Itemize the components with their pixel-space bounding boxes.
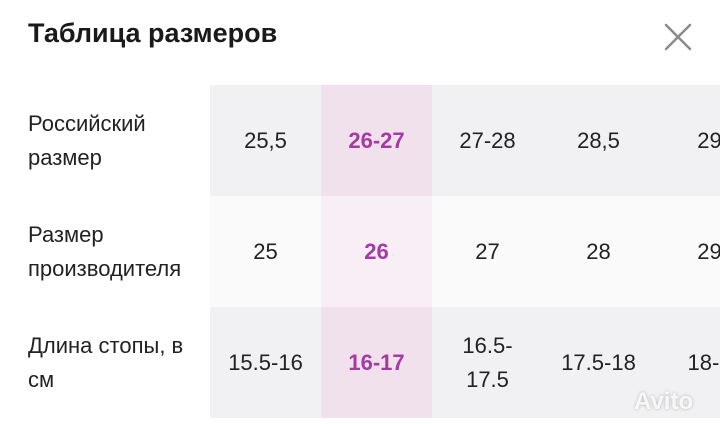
size-cell: 28 <box>543 196 654 307</box>
size-cell: 29 <box>654 196 720 307</box>
table-row: Российский размер 25,5 26-27 27-28 28,5 29 <box>0 85 720 196</box>
row-label: Длина стопы, в см <box>0 307 210 418</box>
close-button[interactable] <box>664 23 692 51</box>
size-cell: 16-17 <box>321 307 432 418</box>
table-row: Длина стопы, в см 15.5-16 16-17 16.5-17.5 17… <box>0 307 720 418</box>
size-cell: 27 <box>432 196 543 307</box>
size-cell: 15.5-16 <box>210 307 321 418</box>
row-label: Размер производителя <box>0 196 210 307</box>
size-cell: 25 <box>210 196 321 307</box>
size-cell: 27-28 <box>432 85 543 196</box>
size-cell: 17.5-18 <box>543 307 654 418</box>
size-table: Российский размер 25,5 26-27 27-28 28,5 29 Раз… <box>0 85 720 418</box>
watermark: Avito <box>634 388 694 415</box>
size-cell: 29 <box>654 85 720 196</box>
size-cell: 26 <box>321 196 432 307</box>
dialog-title: Таблица размеров <box>28 18 278 48</box>
size-cell: 18-1 <box>654 307 720 418</box>
size-cell: 26-27 <box>321 85 432 196</box>
size-cell: 28,5 <box>543 85 654 196</box>
size-cell: 16.5-17.5 <box>432 307 543 418</box>
size-cell: 25,5 <box>210 85 321 196</box>
table-row: Размер производителя 25 26 27 28 29 <box>0 196 720 307</box>
row-label: Российский размер <box>0 85 210 196</box>
